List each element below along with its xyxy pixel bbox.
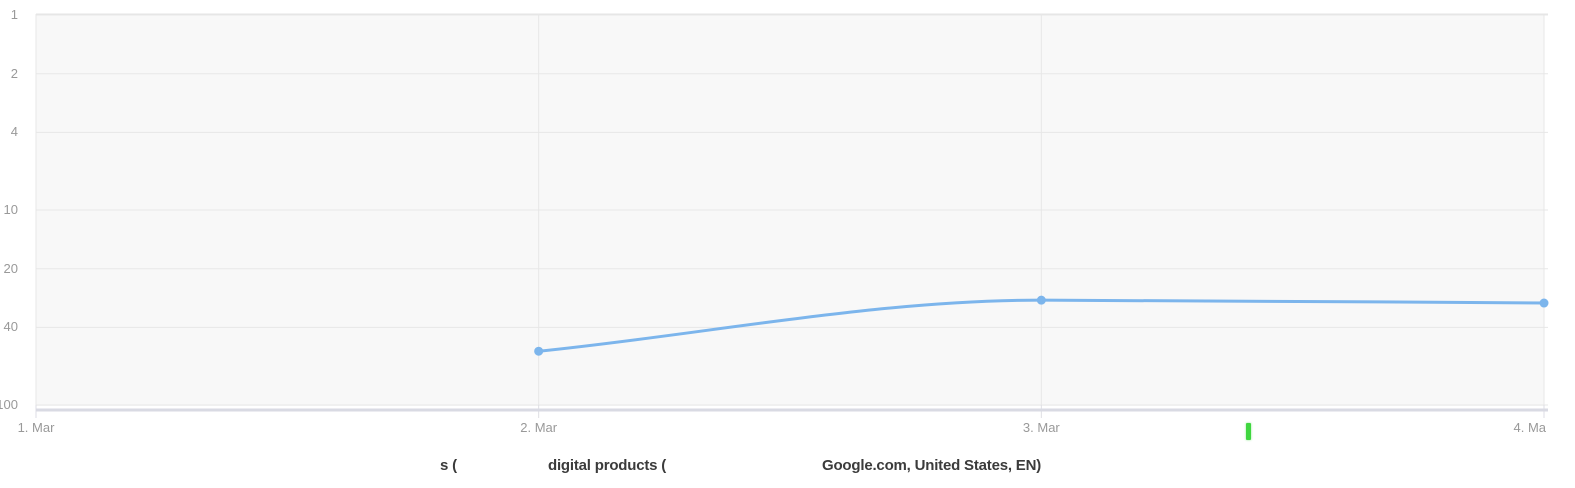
y-axis-label: 20 bbox=[3, 260, 18, 276]
legend-text-fragment[interactable]: digital products ( bbox=[548, 457, 667, 474]
y-axis-label: 10 bbox=[3, 202, 18, 217]
legend-text-fragment[interactable]: s ( bbox=[440, 457, 457, 474]
x-axis-label: 3. Mar bbox=[1022, 420, 1060, 435]
y-axis-label: 100 bbox=[0, 397, 18, 412]
data-point[interactable] bbox=[1036, 295, 1046, 305]
note-marker[interactable] bbox=[1246, 423, 1251, 440]
x-axis-label: 1. Mar bbox=[17, 420, 55, 435]
y-axis-label: 40 bbox=[3, 319, 18, 335]
y-axis-label: 2 bbox=[10, 65, 18, 81]
x-axis-label: 4. Ma bbox=[1513, 420, 1546, 435]
y-axis-label: 4 bbox=[10, 124, 18, 140]
legend-text-fragment[interactable]: Google.com, United States, EN) bbox=[822, 457, 1042, 474]
data-point[interactable] bbox=[534, 346, 544, 356]
data-point[interactable] bbox=[1539, 298, 1549, 308]
y-axis-label: 1 bbox=[10, 7, 18, 22]
x-axis-label: 2. Mar bbox=[520, 420, 558, 435]
chart-legend: s ( digital products ( Google.com, Unite… bbox=[0, 457, 1575, 479]
